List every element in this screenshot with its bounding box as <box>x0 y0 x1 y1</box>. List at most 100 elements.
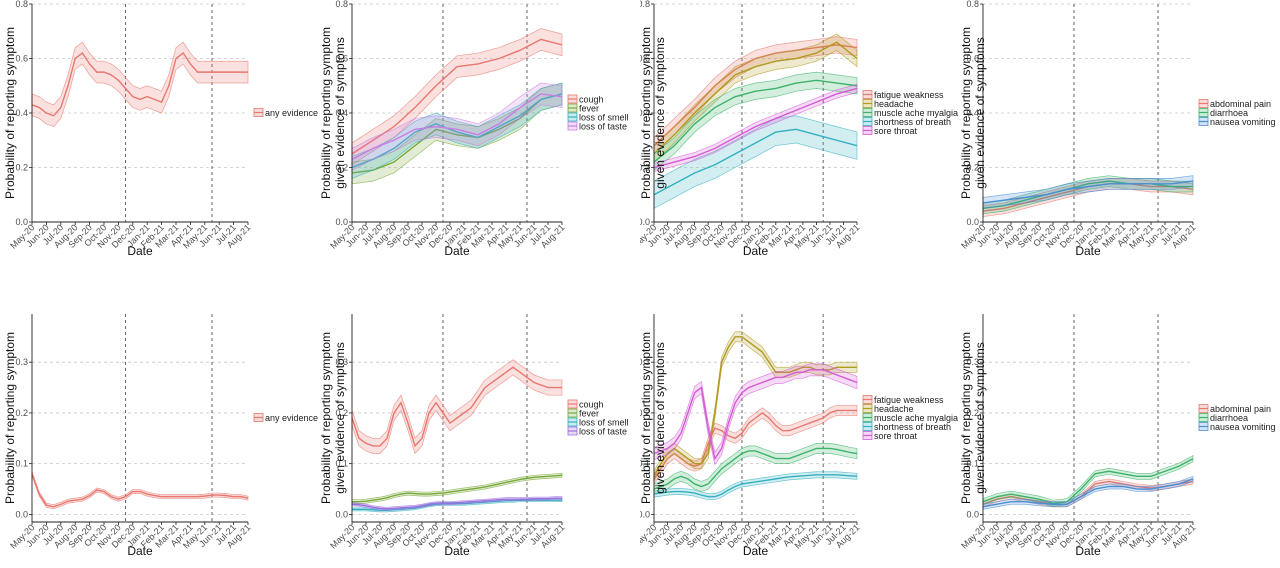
y-tick-label: 0.6 <box>335 54 348 64</box>
chart-panel-bottom-4: 0.00.10.20.3May-20Jun-20Jul-20Aug-20Sep-… <box>960 314 1276 558</box>
chart-panel-top-3: 0.00.20.40.60.8May-20Jun-20Jul-20Aug-20S… <box>640 0 958 258</box>
y-tick-label: 0.0 <box>335 217 348 227</box>
y-tick-label: 0.0 <box>15 217 28 227</box>
legend-label: diarrhoea <box>1210 108 1248 118</box>
y-tick-label: 0.3 <box>640 357 650 367</box>
legend-label: cough <box>579 400 604 410</box>
series-line <box>31 52 248 117</box>
series-line <box>653 79 858 163</box>
y-tick-label: 0.2 <box>335 408 348 418</box>
x-axis-title: Date <box>743 244 769 258</box>
y-tick-label: 0.8 <box>15 0 28 9</box>
legend-label: headache <box>874 99 914 109</box>
legend-label: loss of taste <box>579 122 627 132</box>
chart-panel-top-1: 0.00.20.40.60.8May-20Jun-20Jul-20Aug-20S… <box>3 0 318 258</box>
legend-label: abdominal pain <box>1210 99 1271 109</box>
y-axis-title: Probability of reporting symptom <box>320 27 333 199</box>
legend-label: muscle ache myalgia <box>874 108 958 118</box>
series-line <box>653 41 858 155</box>
series-line <box>351 93 563 160</box>
legend-label: fatigue weakness <box>874 90 944 100</box>
series-line <box>982 478 1194 508</box>
confidence-band <box>653 363 858 466</box>
y-tick-label: 0.8 <box>640 0 650 9</box>
legend-label: loss of smell <box>579 418 629 428</box>
y-tick-label: 0.4 <box>966 108 979 118</box>
y-tick-label: 0.1 <box>640 459 650 469</box>
y-axis-title: Probability of reporting symptom <box>3 27 17 199</box>
confidence-band <box>653 331 858 482</box>
series-line <box>653 128 858 196</box>
y-tick-label: 0.3 <box>335 357 348 367</box>
confidence-band <box>653 115 858 209</box>
y-axis-title: Probability of reporting symptom <box>640 27 653 199</box>
x-axis-title: Date <box>1075 244 1101 258</box>
y-tick-label: 0.6 <box>640 54 650 64</box>
legend-label: fever <box>579 104 599 114</box>
chart-panel-bottom-3: 0.00.10.20.3May-20Jun-20Jul-20Aug-20Sep-… <box>640 314 958 558</box>
chart-panel-bottom-2: 0.00.10.20.3May-20Jun-20Jul-20Aug-20Sep-… <box>320 314 629 558</box>
x-axis-title: Date <box>444 544 470 558</box>
y-tick-label: 0.2 <box>640 163 650 173</box>
confidence-band <box>351 28 563 166</box>
y-tick-label: 0.0 <box>640 509 650 519</box>
legend-label: cough <box>579 95 604 105</box>
y-tick-label: 0.1 <box>966 459 979 469</box>
legend-label: loss of taste <box>579 427 627 437</box>
series-line <box>982 180 1194 204</box>
y-axis-title: given evidence of symptoms <box>653 37 667 188</box>
series-line <box>653 369 858 461</box>
y-axis-title: Probability of reporting symptom <box>960 27 973 199</box>
chart-panel-top-4: 0.00.20.40.60.8May-20Jun-20Jul-20Aug-20S… <box>960 0 1276 258</box>
confidence-band <box>653 33 858 163</box>
series-line <box>653 87 858 169</box>
series-line <box>351 497 562 510</box>
y-axis-title: given evidence of symptoms <box>333 342 347 493</box>
series-line <box>351 93 563 174</box>
y-tick-label: 0.8 <box>335 0 348 9</box>
legend-label: any evidence <box>265 413 318 423</box>
y-tick-label: 0.3 <box>966 357 979 367</box>
y-tick-label: 0.2 <box>335 163 348 173</box>
y-tick-label: 0.6 <box>966 54 979 64</box>
y-axis-title: Probability of reporting symptom <box>3 332 17 504</box>
legend-label: headache <box>874 404 914 414</box>
y-tick-label: 0.4 <box>15 108 28 118</box>
legend-label: abdominal pain <box>1210 404 1271 414</box>
series-line <box>351 38 563 155</box>
legend-label: any evidence <box>265 108 318 118</box>
y-tick-label: 0.1 <box>15 459 28 469</box>
x-axis-title: Date <box>127 244 153 258</box>
x-axis-title: Date <box>743 544 769 558</box>
confidence-band <box>31 471 249 510</box>
legend-label: muscle ache myalgia <box>874 413 958 423</box>
legend-label: sore throat <box>874 431 918 441</box>
series-line <box>982 180 1193 210</box>
y-axis-title: given evidence of symptoms <box>973 342 987 493</box>
y-tick-label: 0.4 <box>335 108 348 118</box>
y-tick-label: 0.2 <box>15 408 28 418</box>
confidence-band <box>351 82 563 171</box>
x-axis-title: Date <box>127 544 153 558</box>
legend-label: loss of smell <box>579 113 629 123</box>
confidence-band <box>653 443 858 495</box>
y-tick-label: 0.4 <box>640 108 650 118</box>
legend-label: fatigue weakness <box>874 395 944 405</box>
legend-label: nausea vomiting <box>1210 117 1276 127</box>
y-axis-title: given evidence of symptoms <box>333 37 347 188</box>
confidence-band <box>982 178 1194 217</box>
chart-panel-bottom-1: 0.00.10.20.3May-20Jun-20Jul-20Aug-20Sep-… <box>3 314 318 558</box>
chart-panel-top-2: 0.00.20.40.60.8May-20Jun-20Jul-20Aug-20S… <box>320 0 629 258</box>
confidence-band <box>31 41 249 128</box>
y-tick-label: 0.1 <box>335 459 348 469</box>
series-line <box>653 447 858 490</box>
y-tick-label: 0.0 <box>966 217 979 227</box>
legend-label: shortness of breath <box>874 117 951 127</box>
series-line <box>351 366 562 448</box>
y-tick-label: 0.0 <box>335 509 348 519</box>
y-tick-label: 0.8 <box>966 0 979 9</box>
y-axis-title: Probability of reporting symptom <box>640 332 653 504</box>
y-tick-label: 0.2 <box>966 163 979 173</box>
series-line <box>653 474 858 498</box>
